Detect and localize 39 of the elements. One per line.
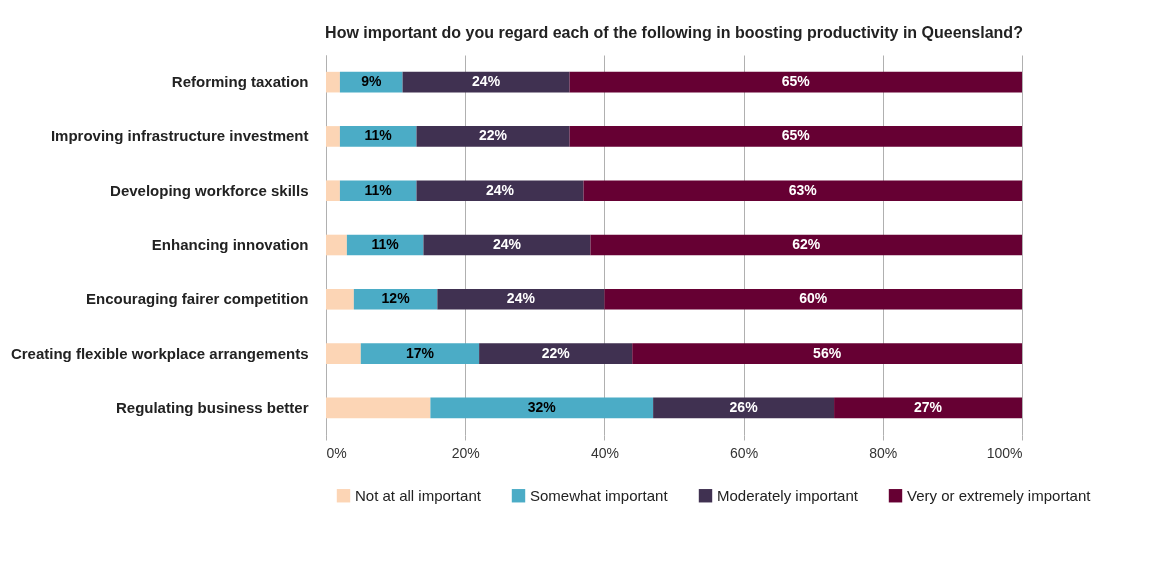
chart-title: How important do you regard each of the following in boosting productivity in Queensland? bbox=[325, 24, 1023, 41]
legend-label: Very or extremely important bbox=[907, 486, 1092, 504]
y-tick-label: Improving infrastructure investment bbox=[50, 127, 309, 145]
data-label: 24% bbox=[485, 181, 515, 198]
y-tick-label: Creating flexible workplace arrangements bbox=[10, 344, 309, 362]
data-label: 11% bbox=[364, 127, 393, 144]
y-tick-label: Enhancing innovation bbox=[151, 236, 309, 253]
legend-label: Not at all important bbox=[355, 486, 482, 504]
x-tick-label: 60% bbox=[730, 444, 759, 461]
data-label: 32% bbox=[527, 398, 557, 415]
data-label: 12% bbox=[381, 290, 411, 307]
x-tick-label: 0% bbox=[326, 444, 347, 461]
data-label: 56% bbox=[813, 344, 842, 361]
data-label: 11% bbox=[371, 236, 400, 252]
data-label: 62% bbox=[792, 236, 821, 252]
data-label: 22% bbox=[479, 127, 508, 144]
y-tick-label: Encouraging fairer competition bbox=[85, 290, 309, 308]
data-label: 65% bbox=[781, 73, 811, 90]
y-tick-label: Reforming taxation bbox=[171, 73, 309, 91]
data-label: 27% bbox=[914, 398, 943, 415]
x-tick-label: 20% bbox=[451, 444, 480, 461]
data-label: 60% bbox=[799, 290, 828, 307]
y-tick-label: Regulating business better bbox=[115, 398, 309, 416]
legend-label: Somewhat important bbox=[530, 486, 669, 504]
data-label: 11% bbox=[364, 181, 393, 198]
data-label: 24% bbox=[506, 290, 536, 307]
data-label: 63% bbox=[788, 181, 818, 198]
data-label: 26% bbox=[729, 398, 759, 415]
y-tick-label: Developing workforce skills bbox=[110, 181, 309, 199]
data-label: 24% bbox=[472, 73, 501, 90]
x-tick-label: 80% bbox=[869, 444, 898, 461]
data-label: 9% bbox=[361, 73, 382, 90]
x-tick-label: 100% bbox=[986, 444, 1023, 461]
x-tick-label: 40% bbox=[590, 444, 619, 461]
data-label: 22% bbox=[541, 344, 571, 361]
data-label: 24% bbox=[492, 236, 522, 252]
legend-label: Moderately important bbox=[717, 486, 859, 504]
data-label: 65% bbox=[781, 127, 811, 144]
data-label: 17% bbox=[405, 344, 435, 361]
